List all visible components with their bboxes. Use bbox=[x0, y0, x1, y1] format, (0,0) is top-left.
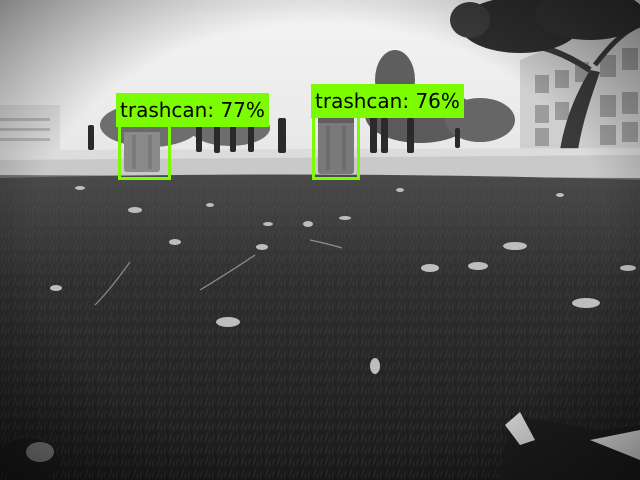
detection-label: trashcan: 76% bbox=[311, 84, 464, 118]
detection-box-trashcan bbox=[312, 110, 360, 180]
detection-box-trashcan bbox=[118, 120, 171, 180]
detection-label: trashcan: 77% bbox=[116, 93, 269, 127]
